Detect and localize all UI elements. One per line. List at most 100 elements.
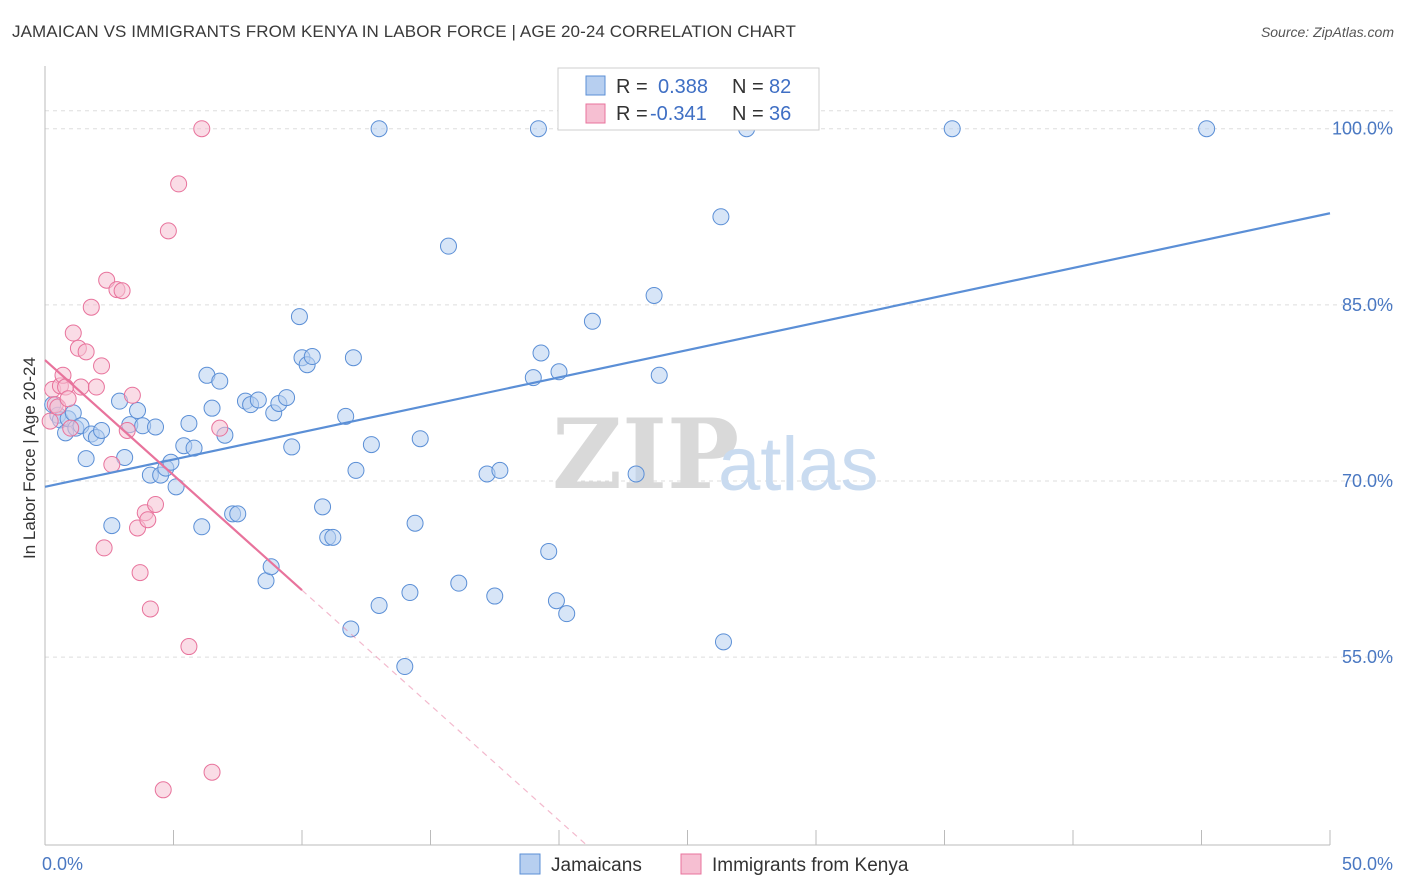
- y-tick-label-1: 85.0%: [1342, 295, 1393, 315]
- legend-n-label-1: N =: [732, 76, 764, 98]
- jamaican-point-51: [342, 620, 360, 638]
- jamaican-point-73: [583, 312, 601, 330]
- jamaican-point-52: [344, 349, 362, 367]
- jamaican-point-37: [257, 572, 275, 590]
- jamaican-point-55: [370, 596, 388, 614]
- jamaican-point-29: [203, 399, 221, 417]
- kenya-point-30: [159, 222, 177, 240]
- kenya-point-15: [93, 357, 111, 375]
- kenya-point-18: [103, 456, 121, 474]
- jamaican-point-81: [1198, 120, 1216, 138]
- trend-line-kenya: [44, 359, 303, 592]
- legend-n-value-2: 36: [769, 103, 791, 125]
- bottom-legend-swatch-kenya: [680, 853, 702, 875]
- trend-line-jamaicans: [44, 212, 1331, 488]
- watermark-zip: ZIP: [552, 398, 739, 511]
- jamaican-point-58: [401, 584, 419, 602]
- jamaican-point-64: [486, 587, 504, 605]
- kenya-point-9: [64, 324, 82, 342]
- jamaican-point-67: [529, 120, 547, 138]
- kenya-point-0: [41, 412, 59, 430]
- jamaican-point-69: [540, 542, 558, 560]
- jamaican-point-76: [650, 366, 668, 384]
- axes: [44, 66, 1331, 846]
- jamaican-point-36: [249, 391, 267, 409]
- jamaican-point-61: [439, 237, 457, 255]
- kenya-point-7: [59, 390, 77, 408]
- jamaican-point-30: [211, 372, 229, 390]
- jamaican-point-16: [129, 402, 147, 420]
- jamaican-point-56: [370, 120, 388, 138]
- kenya-point-12: [77, 343, 95, 361]
- y-tick-label-0: 100.0%: [1332, 119, 1393, 139]
- jamaican-point-74: [627, 465, 645, 483]
- jamaican-point-43: [290, 308, 308, 326]
- trend-lines: [44, 212, 1331, 846]
- jamaican-point-77: [712, 208, 730, 226]
- jamaican-point-60: [411, 430, 429, 448]
- tick-labels: 100.0% 85.0% 70.0% 55.0% 0.0% 50.0%: [42, 119, 1393, 874]
- source-label: Source: ZipAtlas.com: [1260, 24, 1394, 40]
- kenya-point-24: [131, 564, 149, 582]
- jamaican-point-57: [396, 658, 414, 676]
- watermark-atlas: atlas: [718, 422, 879, 507]
- series-kenya: [41, 120, 229, 799]
- kenya-point-13: [82, 298, 100, 316]
- kenya-point-34: [203, 763, 221, 781]
- jamaican-point-53: [347, 461, 365, 479]
- kenya-point-21: [118, 421, 136, 439]
- jamaican-point-68: [532, 344, 550, 362]
- jamaican-point-72: [558, 605, 576, 623]
- jamaican-point-59: [406, 514, 424, 532]
- jamaican-point-46: [303, 348, 321, 366]
- jamaican-point-78: [714, 633, 732, 651]
- y-tick-label-2: 70.0%: [1342, 471, 1393, 491]
- bottom-legend-kenya: Immigrants from Kenya: [712, 855, 909, 876]
- kenya-point-33: [193, 120, 211, 138]
- jamaican-point-8: [77, 450, 95, 468]
- kenya-point-35: [211, 419, 229, 437]
- jamaican-point-49: [324, 528, 342, 546]
- y-axis-title: In Labor Force | Age 20-24: [20, 357, 39, 559]
- jamaican-point-41: [278, 389, 296, 407]
- legend-n-label-2: N =: [732, 103, 764, 125]
- jamaican-point-11: [93, 421, 111, 439]
- y-tick-label-3: 55.0%: [1342, 647, 1393, 667]
- kenya-point-22: [123, 386, 141, 404]
- kenya-point-32: [180, 638, 198, 656]
- kenya-point-14: [87, 378, 105, 396]
- kenya-point-31: [170, 175, 188, 193]
- kenya-point-29: [154, 781, 172, 799]
- legend-r-value-2: -0.341: [650, 103, 707, 125]
- legend-r-value-1: 0.388: [658, 76, 708, 98]
- jamaican-point-25: [180, 414, 198, 432]
- legend-swatch-jamaicans: [585, 75, 606, 96]
- jamaican-point-14: [116, 449, 134, 466]
- jamaican-point-38: [262, 558, 280, 576]
- kenya-point-20: [113, 282, 131, 300]
- kenya-point-27: [141, 600, 159, 618]
- jamaican-point-54: [362, 436, 380, 454]
- kenya-point-8: [62, 419, 80, 437]
- jamaican-point-75: [645, 286, 663, 304]
- grid-lines: [45, 110, 1395, 658]
- legend: R = 0.388 N = 82 R = -0.341 N = 36: [557, 67, 820, 131]
- kenya-point-28: [147, 495, 165, 513]
- jamaican-point-50: [337, 407, 355, 425]
- legend-r-label-2: R =: [616, 103, 648, 125]
- bottom-legend: Jamaicans Immigrants from Kenya: [519, 853, 909, 876]
- jamaican-point-27: [193, 518, 211, 536]
- chart-title: JAMAICAN VS IMMIGRANTS FROM KENYA IN LAB…: [12, 22, 796, 41]
- x-tick-label-0: 0.0%: [42, 854, 83, 874]
- x-tick-label-1: 50.0%: [1342, 854, 1393, 874]
- jamaican-point-65: [491, 461, 509, 479]
- kenya-point-16: [95, 539, 113, 557]
- legend-r-label-1: R =: [616, 76, 648, 98]
- jamaican-point-62: [450, 574, 468, 592]
- bottom-legend-swatch-jamaicans: [519, 853, 541, 875]
- jamaican-point-70: [547, 592, 565, 610]
- jamaican-point-19: [147, 418, 165, 436]
- jamaican-point-33: [229, 505, 247, 523]
- trend-line-kenya-extension: [301, 589, 587, 846]
